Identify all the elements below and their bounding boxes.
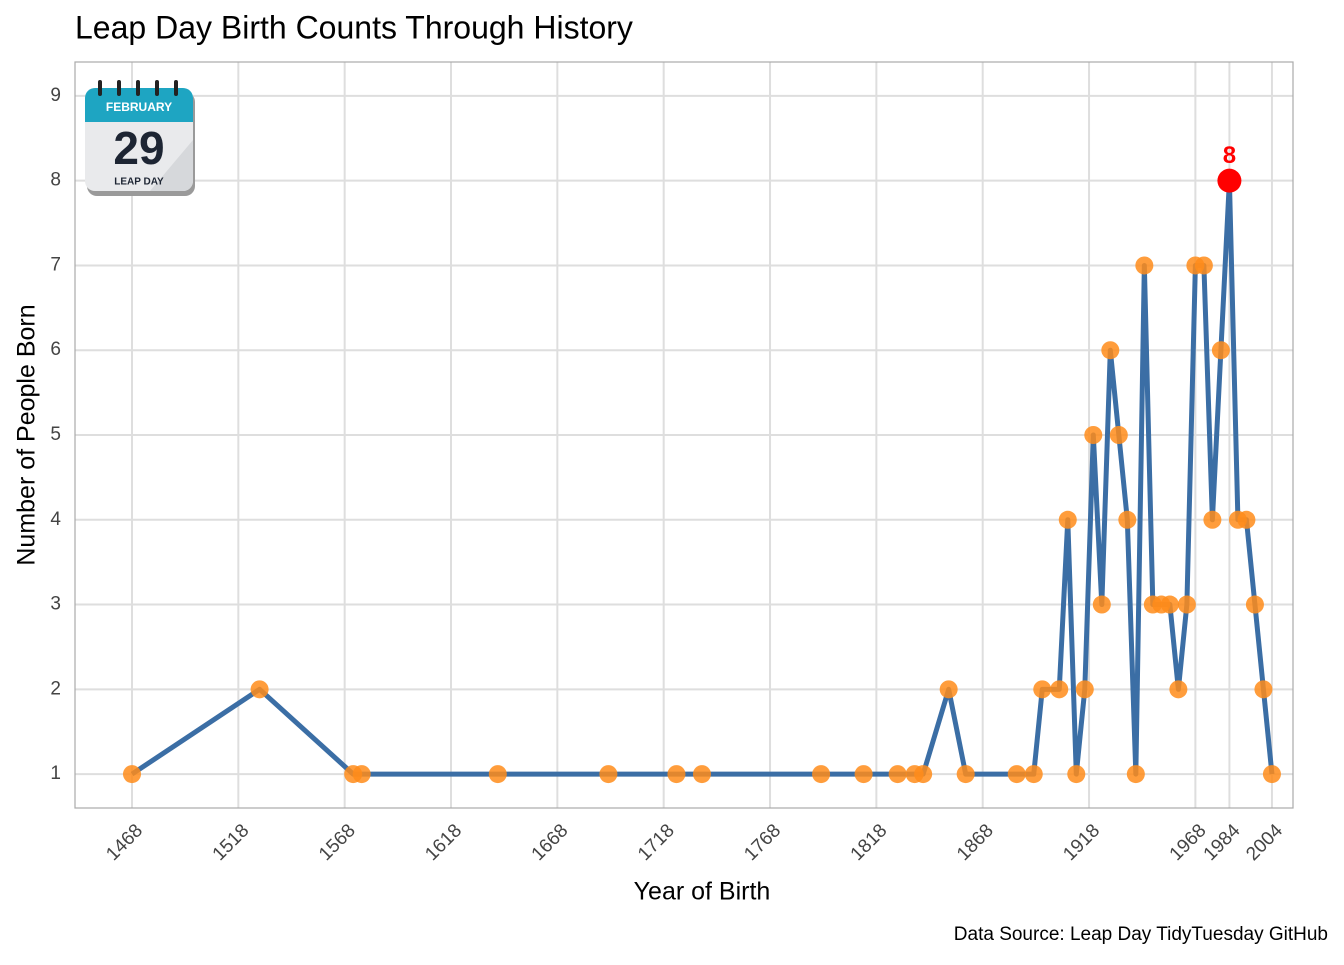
data-point [1254,680,1273,699]
y-tick-label: 4 [50,509,61,530]
data-point [1262,765,1281,784]
data-point [1033,680,1052,699]
grid [75,62,1293,808]
y-tick-label: 3 [50,594,61,615]
icon-day: 29 [113,122,164,174]
data-point [692,765,711,784]
data-point [1024,765,1043,784]
y-tick-label: 8 [50,170,61,191]
data-point [1058,510,1077,529]
y-tick-label: 9 [50,85,61,106]
data-point [250,680,269,699]
data-point [1237,510,1256,529]
y-tick-label: 6 [50,339,61,360]
icon-month: FEBRUARY [106,100,172,114]
data-point [1007,765,1026,784]
icon-footer: LEAP DAY [114,177,164,188]
x-axis-label: Year of Birth [634,878,771,906]
y-tick-label: 5 [50,424,61,445]
data-point [1245,595,1264,614]
data-point [1092,595,1111,614]
calendar-icon: FEBRUARY 29 LEAP DAY [85,80,195,196]
data-point [1050,680,1069,699]
data-point [1084,426,1103,444]
data-point [1067,765,1086,784]
y-axis-label: Number of People Born [13,304,41,565]
y-tick-label: 1 [50,763,61,784]
data-point [599,765,618,784]
data-line [130,178,1275,777]
marks: 8 [122,142,1281,784]
icon-fold [150,140,193,191]
data-point [1109,426,1128,444]
data-point [1160,595,1179,614]
data-point [888,765,907,784]
data-point [1177,595,1196,614]
data-point [488,765,507,784]
plot-border [74,61,1294,809]
data-point [1194,256,1213,275]
y-tick-label: 2 [50,678,61,699]
chart-title: Leap Day Birth Counts Through History [75,9,633,45]
icon-rings [98,80,178,96]
icon-header [85,88,193,122]
data-point [1126,765,1145,784]
data-point [1135,256,1154,275]
data-point [956,765,975,784]
data-point [1101,341,1120,360]
data-point [812,765,831,784]
y-tick-label: 7 [50,254,61,275]
data-point [667,765,686,784]
data-point [122,765,141,784]
data-point [854,765,873,784]
data-point [914,765,933,784]
data-point [1118,510,1137,529]
highlight-point [1217,168,1242,193]
data-point [939,680,958,699]
highlight-label: 8 [1223,142,1236,169]
data-point [352,765,371,784]
data-point [1169,680,1188,699]
data-point [1203,510,1222,529]
data-point [1075,680,1094,699]
caption: Data Source: Leap Day TidyTuesday GitHub [954,924,1328,945]
data-point [1211,341,1230,360]
